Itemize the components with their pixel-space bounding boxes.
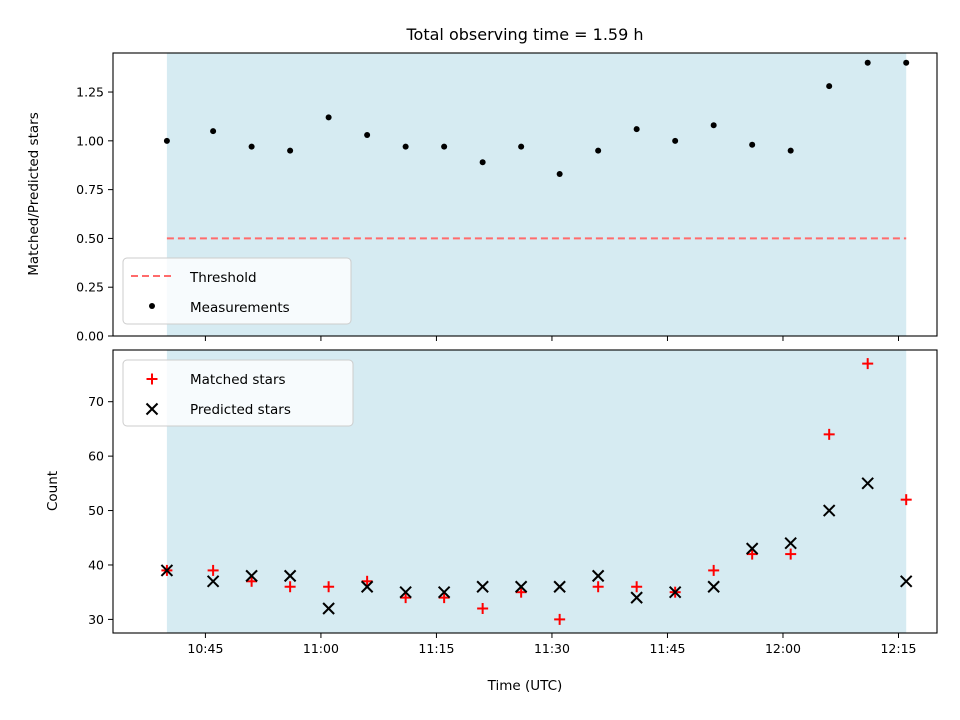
matched-star-point [631,581,643,593]
x-axis-label: Time (UTC) [487,678,563,694]
matched-star-point [862,358,874,370]
chart-title: Total observing time = 1.59 h [405,25,643,44]
measurement-point [325,114,332,121]
threshold-legend-label: Threshold [189,270,257,286]
matched-star-point [361,575,373,587]
measurement-point [402,143,409,150]
matched-star-point [708,564,720,576]
matched-legend-label: Matched stars [190,372,286,388]
ratio-y-tick-label: 0.00 [76,329,104,344]
measurement-point [441,143,448,150]
count-legend: Matched stars Predicted stars [122,359,354,427]
measurement-point [787,147,794,154]
matched-star-point [400,592,412,604]
matched-star-point [515,586,527,598]
matched-star-point [900,494,912,506]
matched-star-point [207,564,219,576]
measurement-point [903,59,910,66]
count-y-tick-label: 60 [88,449,104,464]
measurement-point [672,137,679,144]
predicted-star-point [360,580,374,593]
predicted-star-point [899,575,913,588]
x-tick-label: 11:30 [534,641,570,656]
ratio-panel: 0.00 0.25 0.50 0.75 1.00 1.25 Threshold Measure… [76,52,938,344]
measurement-point [518,143,525,150]
measurement-point [710,122,717,129]
matched-star-point [554,613,566,625]
measurement-point [364,131,371,138]
count-y-tick-label: 30 [88,612,104,627]
measurement-point [864,59,871,66]
count-y-tick-label: 40 [88,557,104,572]
x-tick-label: 12:00 [765,641,801,656]
matched-star-point [284,581,296,593]
ratio-legend: Threshold Measurements [122,257,352,325]
matched-star-point [746,548,758,560]
matched-star-point [438,592,450,604]
count-y-tick-label: 50 [88,503,104,518]
matched-star-point [477,603,489,615]
measurement-point [479,159,486,166]
count-panel: 30 40 50 60 70 10:45 11:00 11:15 11:30 11:45 12:00… [88,349,938,656]
predicted-star-point [861,477,874,490]
x-tick-label: 12:15 [880,641,916,656]
measurement-point [749,141,756,148]
measurement-point [556,171,563,178]
measurement-point [287,147,294,154]
measurement-point [210,128,217,135]
predicted-star-point [322,602,335,615]
predicted-star-point [283,569,297,583]
matched-star-point [323,581,335,593]
ratio-axes-frame [112,52,938,337]
predicted-star-point [245,569,258,583]
matched-legend-swatch [146,373,158,385]
measurement-point [826,83,833,90]
x-tick-label: 11:15 [418,641,454,656]
predicted-star-point [476,580,489,593]
measurement-legend-label: Measurements [190,300,290,316]
predicted-star-point [745,542,759,555]
predicted-star-point [206,575,220,588]
predicted-legend-label: Predicted stars [190,402,291,418]
ratio-y-tick-label: 0.75 [76,182,104,197]
measurement-point [248,143,255,150]
matched-star-point [592,581,604,593]
x-tick-label: 10:45 [187,641,223,656]
x-tick-label: 11:00 [303,641,339,656]
measurement-legend-swatch [149,303,155,309]
measurement-point [633,126,640,133]
ratio-y-tick-label: 0.50 [76,231,104,246]
measurement-point [595,147,602,154]
count-legend-box [122,359,354,427]
predicted-star-point [822,504,836,517]
measurement-point [163,137,170,144]
count-y-tick-label: 70 [88,394,104,409]
ratio-y-tick-label: 1.00 [76,133,104,148]
ratio-legend-box [122,257,352,325]
predicted-star-point [160,564,174,577]
ratio-y-tick-label: 1.25 [76,85,104,100]
matched-star-point [246,575,258,587]
predicted-star-point [591,569,605,583]
predicted-star-point [553,580,566,593]
predicted-star-point [630,591,643,604]
predicted-star-point [399,585,412,599]
predicted-star-point [668,585,682,599]
ratio-y-tick-label: 0.25 [76,280,104,295]
predicted-star-point [707,580,720,593]
matched-star-point [785,548,797,560]
predicted-star-point [514,580,528,593]
count-axes-frame [112,349,938,634]
count-y-axis-label: Count [45,471,61,511]
predicted-star-point [784,536,797,550]
ratio-y-axis-label: Matched/Predicted stars [26,112,42,275]
predicted-star-point [437,585,451,599]
predicted-legend-swatch [145,402,159,416]
x-tick-label: 11:45 [649,641,685,656]
matched-star-point [823,428,835,440]
